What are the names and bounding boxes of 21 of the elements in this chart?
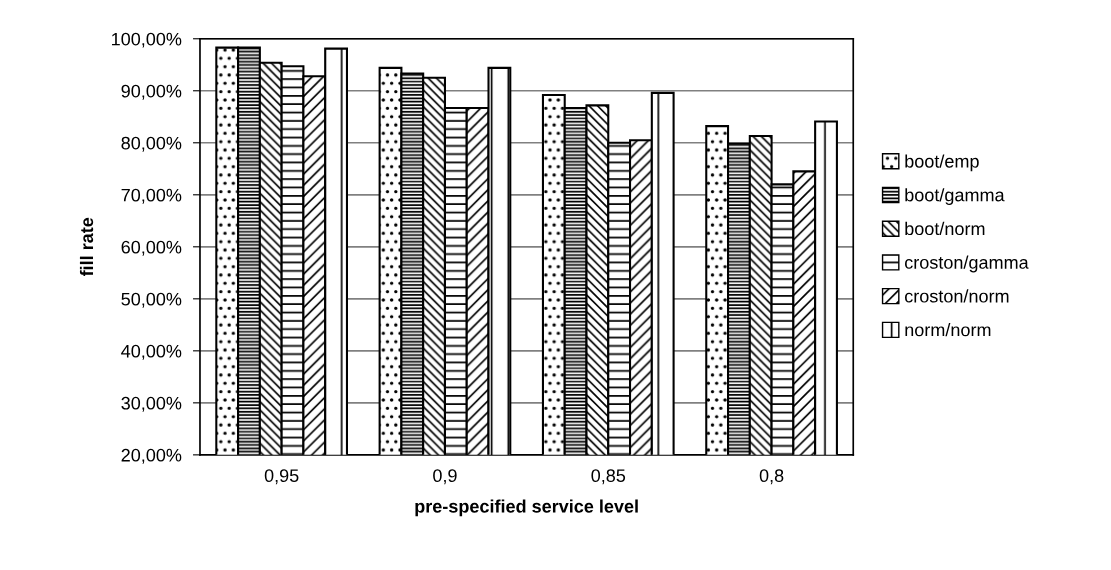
y-tick-label: 80,00% — [121, 136, 182, 152]
y-axis-title: fill rate — [79, 217, 94, 277]
x-tick-label: 0,9 — [433, 469, 457, 485]
y-tick-label: 20,00% — [121, 448, 182, 464]
y-tick-label: 60,00% — [121, 240, 182, 256]
y-tick-label: 40,00% — [121, 344, 182, 360]
y-tick-label: 30,00% — [121, 396, 182, 412]
legend-label: boot/norm — [905, 221, 985, 236]
y-tick-label: 50,00% — [121, 292, 182, 308]
x-tick-label: 0,85 — [591, 469, 626, 485]
x-tick-label: 0,95 — [264, 469, 299, 485]
y-tick-label: 100,00% — [112, 32, 182, 48]
x-axis-title: pre-specified service level — [415, 499, 638, 517]
legend-label: norm/norm — [905, 323, 991, 337]
y-tick-label: 90,00% — [121, 84, 182, 100]
legend-label: croston/gamma — [905, 255, 1029, 273]
x-tick-label: 0,8 — [759, 469, 784, 485]
y-tick-label: 70,00% — [121, 188, 182, 204]
legend-label: boot/gamma — [905, 188, 1005, 205]
legend-label: boot/emp — [905, 154, 979, 172]
legend-label: croston/norm — [905, 289, 1009, 303]
